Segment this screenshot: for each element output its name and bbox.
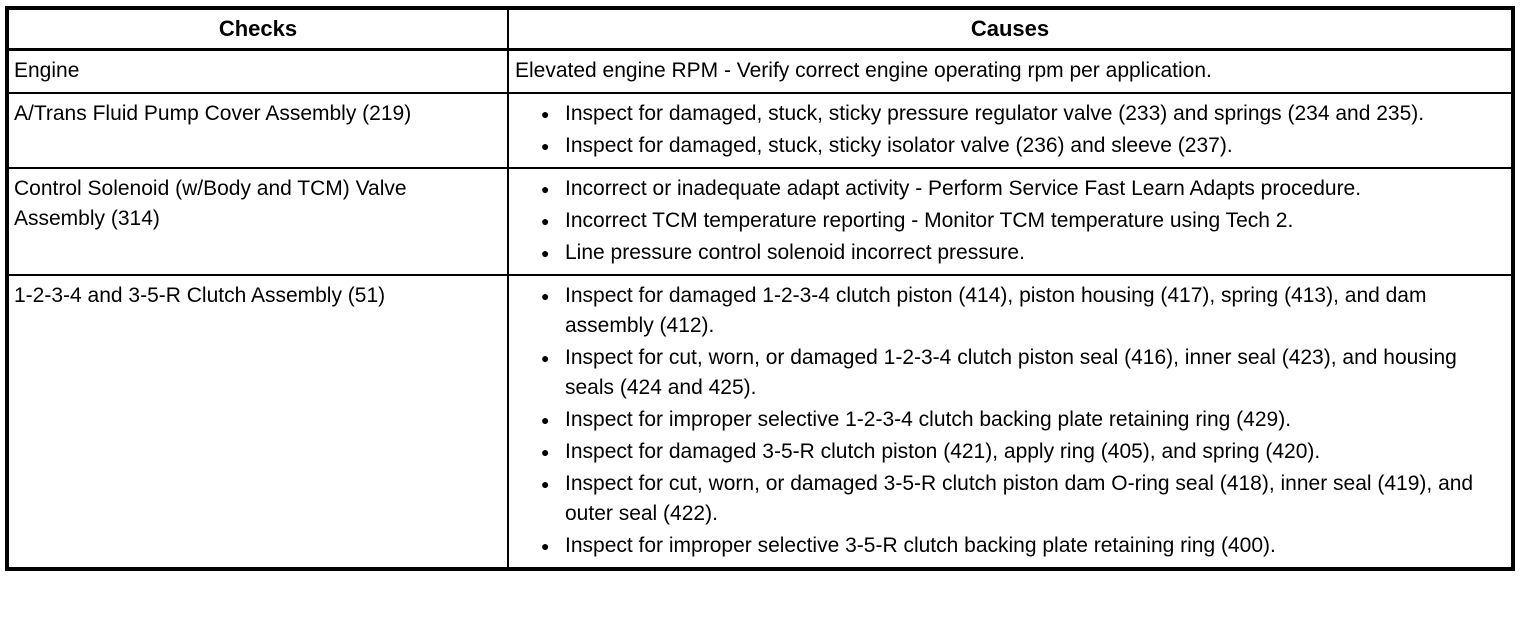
cause-text: Incorrect TCM temperature reporting - Mo…	[565, 209, 1294, 232]
header-row: Checks Causes	[6, 7, 1514, 51]
cause-item: ● Incorrect or inadequate adapt activity …	[513, 174, 1503, 204]
cause-text: Inspect for damaged, stuck, sticky press…	[565, 102, 1425, 125]
bullet-icon: ●	[541, 288, 550, 304]
check-cell: Control Solenoid (w/Body and TCM) Valve …	[6, 167, 509, 276]
cause-text: Inspect for improper selective 1-2-3-4 c…	[565, 408, 1292, 431]
cause-text: Inspect for cut, worn, or damaged 1-2-3-…	[565, 346, 1457, 399]
causes-cell: ● Incorrect or inadequate adapt activity …	[507, 167, 1514, 276]
cause-item: ● Inspect for damaged, stuck, sticky isol…	[513, 131, 1503, 161]
cause-text: Inspect for damaged 3-5-R clutch piston …	[565, 440, 1321, 463]
cause-item: ● Inspect for cut, worn, or damaged 1-2-3…	[513, 343, 1503, 403]
table-row: Control Solenoid (w/Body and TCM) Valve …	[6, 167, 1514, 276]
bullet-icon: ●	[541, 476, 550, 492]
cause-item: ● Inspect for improper selective 1-2-3-4 …	[513, 405, 1503, 435]
table-row: 1-2-3-4 and 3-5-R Clutch Assembly (51) ● I…	[6, 274, 1514, 570]
causes-cell: ● Inspect for damaged, stuck, sticky pres…	[507, 92, 1514, 169]
cause-item: ● Inspect for cut, worn, or damaged 3-5-R…	[513, 469, 1503, 529]
bullet-icon: ●	[541, 538, 550, 554]
bullet-icon: ●	[541, 444, 550, 460]
bullet-icon: ●	[541, 412, 550, 428]
bullet-icon: ●	[541, 181, 550, 197]
cause-text: Line pressure control solenoid incorrect…	[565, 241, 1025, 264]
cause-text: Inspect for improper selective 3-5-R clu…	[565, 534, 1276, 557]
bullet-icon: ●	[541, 106, 550, 122]
causes-cell: ● Inspect for damaged 1-2-3-4 clutch pist…	[507, 274, 1514, 570]
cause-item: Elevated engine RPM - Verify correct eng…	[515, 59, 1212, 82]
table-row: Engine Elevated engine RPM - Verify corre…	[6, 48, 1514, 94]
checks-column-header: Checks	[6, 7, 509, 51]
cause-text: Inspect for damaged, stuck, sticky isola…	[565, 134, 1233, 157]
check-cell: Engine	[6, 48, 509, 94]
causes-column-header: Causes	[507, 7, 1514, 51]
bullet-icon: ●	[541, 213, 550, 229]
cause-item: ● Line pressure control solenoid incorrec…	[513, 238, 1503, 268]
checks-causes-table: Checks Causes Engine Elevated engine RPM …	[5, 6, 1515, 571]
cause-text: Inspect for damaged 1-2-3-4 clutch pisto…	[565, 284, 1427, 337]
cause-text: Inspect for cut, worn, or damaged 3-5-R …	[565, 472, 1474, 525]
bullet-icon: ●	[541, 138, 550, 154]
table-body: Engine Elevated engine RPM - Verify corre…	[6, 48, 1514, 570]
cause-text: Incorrect or inadequate adapt activity -…	[565, 177, 1362, 200]
cause-item: ● Incorrect TCM temperature reporting - M…	[513, 206, 1503, 236]
check-cell: 1-2-3-4 and 3-5-R Clutch Assembly (51)	[6, 274, 509, 570]
causes-cell: Elevated engine RPM - Verify correct eng…	[507, 48, 1514, 94]
cause-item: ● Inspect for damaged 1-2-3-4 clutch pist…	[513, 281, 1503, 341]
cause-item: ● Inspect for damaged 3-5-R clutch piston…	[513, 437, 1503, 467]
cause-item: ● Inspect for improper selective 3-5-R cl…	[513, 531, 1503, 561]
cause-item: ● Inspect for damaged, stuck, sticky pres…	[513, 99, 1503, 129]
table-row: A/Trans Fluid Pump Cover Assembly (219) ●…	[6, 92, 1514, 169]
bullet-icon: ●	[541, 350, 550, 366]
bullet-icon: ●	[541, 245, 550, 261]
check-cell: A/Trans Fluid Pump Cover Assembly (219)	[6, 92, 509, 169]
